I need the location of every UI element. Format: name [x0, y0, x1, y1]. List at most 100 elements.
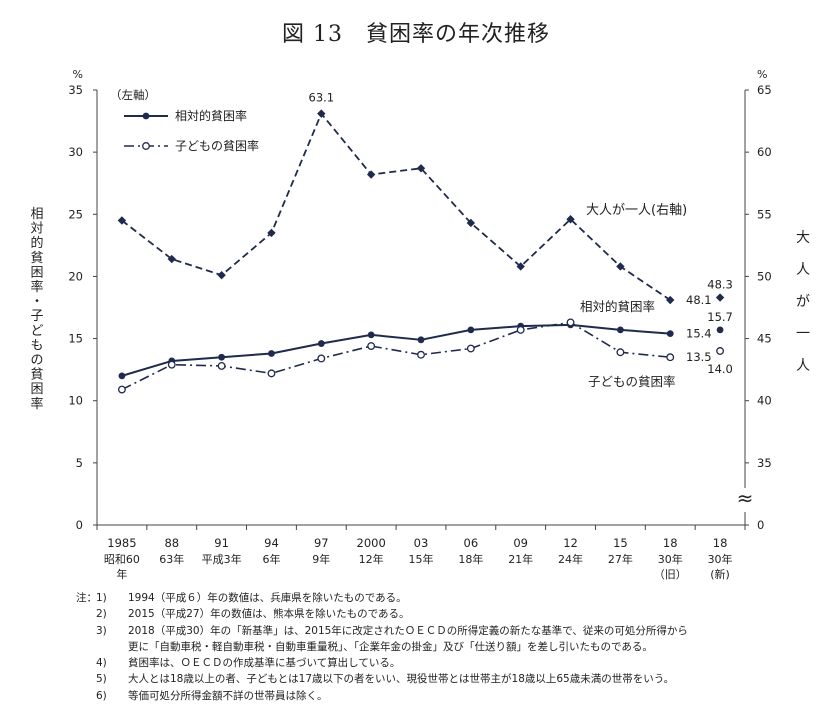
x-tick-label-year: 94: [264, 536, 279, 550]
left-axis-tick-label: 35: [68, 83, 83, 97]
series-point-2: [416, 164, 426, 173]
x-tick-label-era: 30年: [708, 552, 733, 566]
series-point-0: [317, 340, 325, 347]
series-point-2: [566, 215, 575, 224]
x-tick-label-year: 12: [563, 536, 578, 550]
x-tick-label-era: 30年: [658, 552, 683, 566]
child-series-label: 子どもの貧困率: [588, 374, 676, 389]
series-point-0: [367, 331, 375, 339]
series-point-0: [417, 336, 425, 344]
left-axis-tick-label: 30: [68, 145, 83, 159]
right-axis-break: ≈: [737, 486, 754, 510]
note-text: 貧困率は、ＯＥＣＤの作成基準に基づいて算出している。: [128, 657, 401, 670]
note-text: 大人とは18歳以上の者、子どもとは17歳以下の者をいい、現役世帯とは世帯主が18…: [128, 673, 675, 686]
series-point-2: [267, 228, 276, 238]
note-head: [76, 606, 96, 622]
x-tick-label-era: 9年: [312, 552, 330, 566]
series-point-0: [268, 350, 275, 357]
note-number: 6): [96, 689, 107, 702]
x-tick-label-year: 1985: [107, 536, 136, 550]
series-point-2: [366, 170, 376, 179]
x-tick-label-era: （旧）: [654, 568, 687, 581]
x-tick-label-era: 18年: [458, 552, 483, 566]
x-tick-label-year: 18: [713, 536, 728, 550]
x-tick-label-era: 21年: [508, 552, 533, 566]
series-point-1: [516, 325, 525, 334]
note-text: 等価可処分所得金額不詳の世帯員は除く。: [128, 689, 328, 702]
legend-label-1: 子どもの貧困率: [175, 138, 259, 153]
series-point-2: [666, 295, 675, 305]
note-row: 5) 大人とは18歳以上の者、子どもとは17歳以下の者をいい、現役世帯とは世帯主が…: [76, 671, 816, 687]
series-point-0: [467, 326, 475, 334]
left-axis-unit: %: [73, 68, 83, 81]
note-text: 更に「自動車税・軽自動車税・自動車重量税」、「企業年金の掛金」及び「仕送り額」を…: [128, 640, 653, 653]
peak-label: 63.1: [309, 91, 335, 105]
relative-end-label: 15.4: [686, 327, 712, 341]
left-axis-title-char: 困: [30, 265, 43, 280]
left-axis-tick-label: 0: [76, 518, 83, 532]
series-point-0: [118, 372, 126, 380]
legend-label-0: 相対的貧困率: [175, 108, 247, 123]
x-tick-label-era: 63年: [159, 552, 184, 566]
x-tick-label-year: 91: [214, 536, 229, 550]
note-head: [76, 671, 96, 687]
right-axis-tick-label: 55: [757, 207, 772, 221]
adult-end-label: 48.1: [686, 293, 712, 307]
x-tick-label-year: 18: [663, 536, 678, 550]
left-axis-title-char: の: [30, 353, 43, 368]
x-tick-label-era: 24年: [558, 552, 583, 566]
note-row: 4) 貧困率は、ＯＥＣＤの作成基準に基づいて算出している。: [76, 655, 816, 671]
x-tick-label-year: 09: [513, 536, 528, 550]
series-point-1: [267, 369, 276, 378]
note-text: 2015（平成27）年の数値は、熊本県を除いたものである。: [128, 608, 410, 621]
left-axis-title-char: 率: [30, 396, 43, 412]
series-point-new-2: [715, 293, 725, 302]
series-point-1: [566, 318, 575, 327]
x-tick-label-year: 06: [464, 536, 479, 550]
right-axis-unit: %: [757, 68, 767, 81]
x-tick-label-era: (新): [710, 567, 730, 581]
right-axis-tick-label: 0: [757, 518, 764, 532]
adult-new-label: 48.3: [707, 278, 733, 292]
left-axis-tick-label: 25: [68, 207, 83, 221]
series-point-1: [367, 342, 376, 350]
note-number: 4): [96, 657, 107, 670]
note-row: 注： 1) 1994（平成６）年の数値は、兵庫県を除いたものである。: [76, 590, 816, 606]
note-text: 2018（平成30）年の「新基準」は、2015年に改定されたＯＥＣＤの所得定義の…: [128, 624, 688, 637]
left-axis-title-char: 子: [30, 309, 43, 324]
right-axis-tick-label: 35: [757, 456, 772, 470]
poverty-rate-chart: 0 5 10 15 20 25 30 35% 0 35 40 45 50 55 60 65% ≈1985 昭和60…: [30, 68, 810, 581]
relative-series-label: 相対的貧困率: [580, 299, 655, 314]
note-number: 2): [96, 608, 107, 621]
x-tick-label-era: 年: [116, 567, 127, 581]
left-axis-title-char: 貧: [30, 368, 43, 383]
left-axis-title-char: 相: [30, 207, 43, 222]
left-axis-title-char: も: [30, 338, 43, 353]
x-tick-label-era: 27年: [608, 552, 633, 566]
series-point-2: [516, 262, 525, 271]
left-axis-title-char: 対: [30, 222, 43, 237]
left-axis-tick-label: 5: [76, 456, 83, 470]
notes: 注： 1) 1994（平成６）年の数値は、兵庫県を除いたものである。 2) 2015（平…: [76, 590, 816, 704]
x-tick-label-year: 2000: [357, 536, 386, 550]
series-point-1: [167, 360, 176, 369]
note-head: [76, 623, 96, 639]
child-new-label: 14.0: [707, 362, 733, 376]
legend-marker-1: [142, 142, 150, 150]
left-axis-title-char: 率: [30, 279, 43, 295]
x-tick-label-era: 15年: [409, 552, 434, 566]
right-axis-title-char: 人: [796, 358, 810, 374]
x-tick-label-era: 平成3年: [202, 552, 242, 566]
series-point-2: [317, 109, 326, 118]
right-axis-tick-label: 60: [757, 145, 772, 159]
series-point-2: [117, 216, 127, 225]
left-axis-tick-label: 15: [68, 332, 83, 346]
x-tick-label-era: 12年: [359, 552, 384, 566]
series-point-0: [666, 330, 674, 337]
x-tick-label-year: 03: [414, 536, 429, 550]
note-number: 5): [96, 673, 107, 686]
note-row: 更に「自動車税・軽自動車税・自動車重量税」、「企業年金の掛金」及び「仕送り額」を…: [76, 639, 816, 655]
left-axis-title-char: ど: [30, 324, 43, 339]
note-head: 注：: [76, 592, 97, 604]
right-axis-title-char: 大: [796, 230, 810, 246]
